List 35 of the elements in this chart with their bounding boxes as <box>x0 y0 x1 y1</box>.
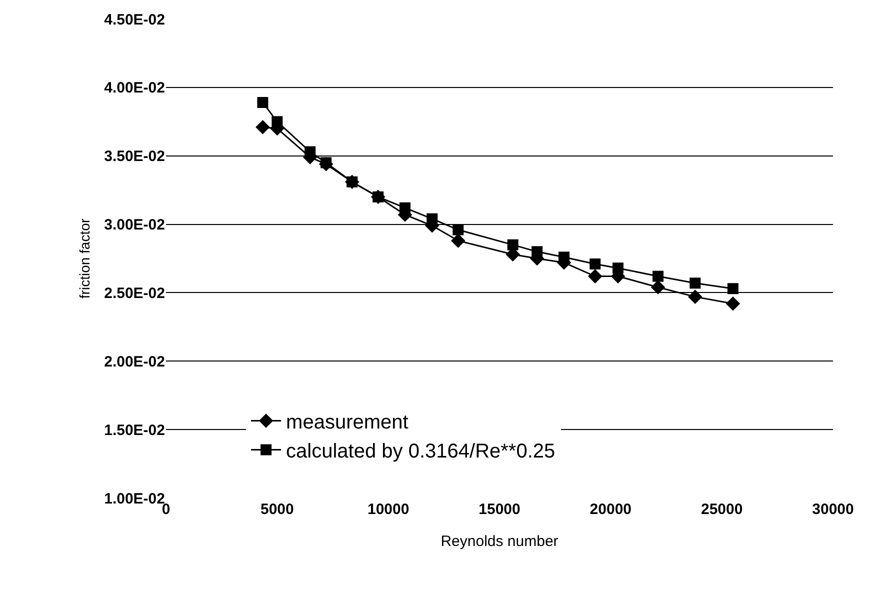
y-axis-title: friction factor <box>76 218 93 299</box>
y-tick-label: 3.00E-02 <box>104 216 165 234</box>
point <box>256 120 270 134</box>
x-tick-label: 5000 <box>260 501 294 518</box>
y-tick-label: 2.50E-02 <box>104 284 165 302</box>
x-axis-title: Reynolds number <box>440 533 558 550</box>
x-tick-label: 10000 <box>367 501 410 518</box>
point <box>507 239 518 250</box>
point <box>690 278 701 289</box>
point <box>612 262 624 274</box>
x-tick-label: 25000 <box>700 501 743 518</box>
point <box>650 280 666 294</box>
x-tick-label: 15000 <box>478 501 520 518</box>
x-tick-label: 20000 <box>590 501 632 518</box>
legend-label: calculated by 0.3164/Re**0.25 <box>286 440 556 463</box>
point <box>400 202 411 214</box>
point <box>451 234 466 248</box>
point <box>257 96 268 108</box>
point <box>688 290 702 304</box>
y-tick-label: 4.00E-02 <box>104 80 165 97</box>
point <box>652 270 664 282</box>
point <box>426 213 438 224</box>
y-tick-label: 1.50E-02 <box>104 422 165 439</box>
point <box>272 116 283 128</box>
point <box>588 269 602 284</box>
x-tick-label: 30000 <box>812 501 854 518</box>
y-tick-label: 2.00E-02 <box>104 353 165 370</box>
legend-label: measurement <box>286 412 409 434</box>
y-tick-label: 4.50E-02 <box>104 11 165 28</box>
point <box>452 224 464 236</box>
point <box>532 246 543 258</box>
point <box>726 296 740 311</box>
point <box>590 258 601 270</box>
point <box>727 283 738 294</box>
y-tick-label: 3.50E-02 <box>104 148 165 166</box>
